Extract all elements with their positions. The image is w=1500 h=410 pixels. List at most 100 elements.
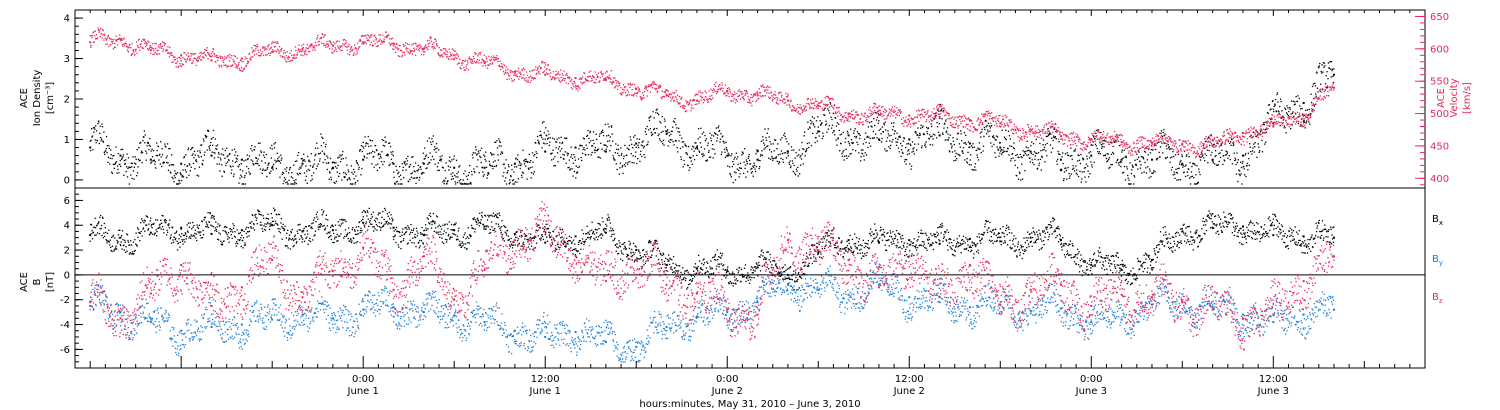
density-sample <box>1032 142 1035 145</box>
density-sample <box>299 172 302 175</box>
velocity-sample <box>864 112 866 114</box>
velocity-sample <box>145 44 148 46</box>
density-sample <box>900 155 902 158</box>
density-sample <box>315 153 317 156</box>
density-sample <box>752 175 754 177</box>
velocity-sample <box>847 114 849 116</box>
velocity-sample <box>766 85 768 87</box>
density-sample <box>386 153 389 155</box>
density-sample <box>100 136 102 139</box>
density-sample <box>226 147 228 149</box>
density-sample <box>1244 174 1246 176</box>
velocity-sample <box>531 70 533 72</box>
density-sample <box>1300 118 1303 120</box>
velocity-sample <box>641 97 643 100</box>
density-sample <box>448 169 450 171</box>
velocity-sample <box>482 59 485 62</box>
density-sample <box>615 163 617 165</box>
velocity-sample <box>951 116 954 118</box>
density-sample <box>1026 150 1029 152</box>
density-sample <box>396 169 398 171</box>
density-sample <box>345 157 347 159</box>
density-sample <box>318 160 321 162</box>
velocity-sample <box>693 99 696 101</box>
density-sample <box>273 147 276 149</box>
velocity-sample <box>427 49 429 51</box>
density-sample <box>1304 127 1306 129</box>
density-sample <box>816 132 818 134</box>
velocity-sample <box>707 101 709 103</box>
density-sample <box>1067 154 1069 156</box>
density-sample <box>285 170 287 172</box>
density-sample <box>178 180 181 182</box>
density-sample <box>1045 150 1047 152</box>
velocity-sample <box>814 100 817 103</box>
density-sample <box>1164 142 1166 144</box>
velocity-sample <box>699 95 702 97</box>
density-sample <box>270 170 272 172</box>
velocity-sample <box>386 37 388 39</box>
density-sample <box>1117 158 1119 161</box>
velocity-sample <box>492 55 495 57</box>
density-sample <box>581 152 584 155</box>
velocity-sample <box>679 102 681 104</box>
velocity-sample <box>669 93 671 95</box>
density-sample <box>644 131 647 133</box>
density-sample <box>532 173 535 175</box>
density-sample <box>1195 174 1197 176</box>
density-sample <box>971 168 973 171</box>
velocity-sample <box>932 113 935 115</box>
density-sample <box>568 166 570 169</box>
velocity-sample <box>394 46 396 48</box>
velocity-sample <box>960 123 962 125</box>
density-sample <box>1076 173 1078 176</box>
density-sample <box>1044 144 1047 146</box>
density-sample <box>811 116 814 118</box>
velocity-sample <box>1037 132 1039 134</box>
density-sample <box>358 150 361 152</box>
density-sample <box>370 145 372 147</box>
density-sample <box>200 155 202 158</box>
density-sample <box>917 127 919 129</box>
density-sample <box>191 154 193 156</box>
density-sample <box>1027 147 1029 149</box>
velocity-sample <box>234 55 237 58</box>
velocity-sample <box>206 47 208 49</box>
velocity-sample <box>805 109 808 111</box>
density-sample <box>1303 120 1305 122</box>
density-sample <box>949 134 951 136</box>
density-sample <box>220 159 222 161</box>
density-sample <box>1201 155 1204 157</box>
velocity-sample <box>515 70 517 72</box>
velocity-sample <box>409 51 412 53</box>
density-sample <box>300 158 303 160</box>
field-panel-frame <box>74 187 1426 369</box>
density-sample <box>509 181 511 184</box>
density-sample <box>1190 176 1192 178</box>
velocity-sample <box>813 108 815 110</box>
density-sample <box>600 142 602 145</box>
velocity-sample <box>451 53 453 55</box>
density-sample <box>235 151 237 153</box>
velocity-sample <box>107 34 110 37</box>
plot-frames <box>74 9 1426 369</box>
velocity-sample <box>773 93 775 95</box>
velocity-sample <box>195 64 197 67</box>
velocity-sample <box>606 71 608 73</box>
velocity-sample <box>902 117 905 119</box>
velocity-sample <box>240 60 242 62</box>
density-sample <box>1005 129 1007 132</box>
velocity-sample <box>227 54 229 56</box>
velocity-sample <box>497 58 500 60</box>
density-sample <box>829 103 832 105</box>
velocity-sample <box>329 41 332 43</box>
density-sample <box>267 164 269 166</box>
density-sample <box>350 165 353 167</box>
velocity-sample <box>530 77 533 79</box>
density-sample <box>100 138 103 140</box>
density-sample <box>1087 165 1089 167</box>
velocity-sample <box>1012 133 1015 135</box>
density-sample <box>720 133 722 135</box>
density-sample <box>945 130 948 132</box>
density-sample <box>521 171 524 174</box>
